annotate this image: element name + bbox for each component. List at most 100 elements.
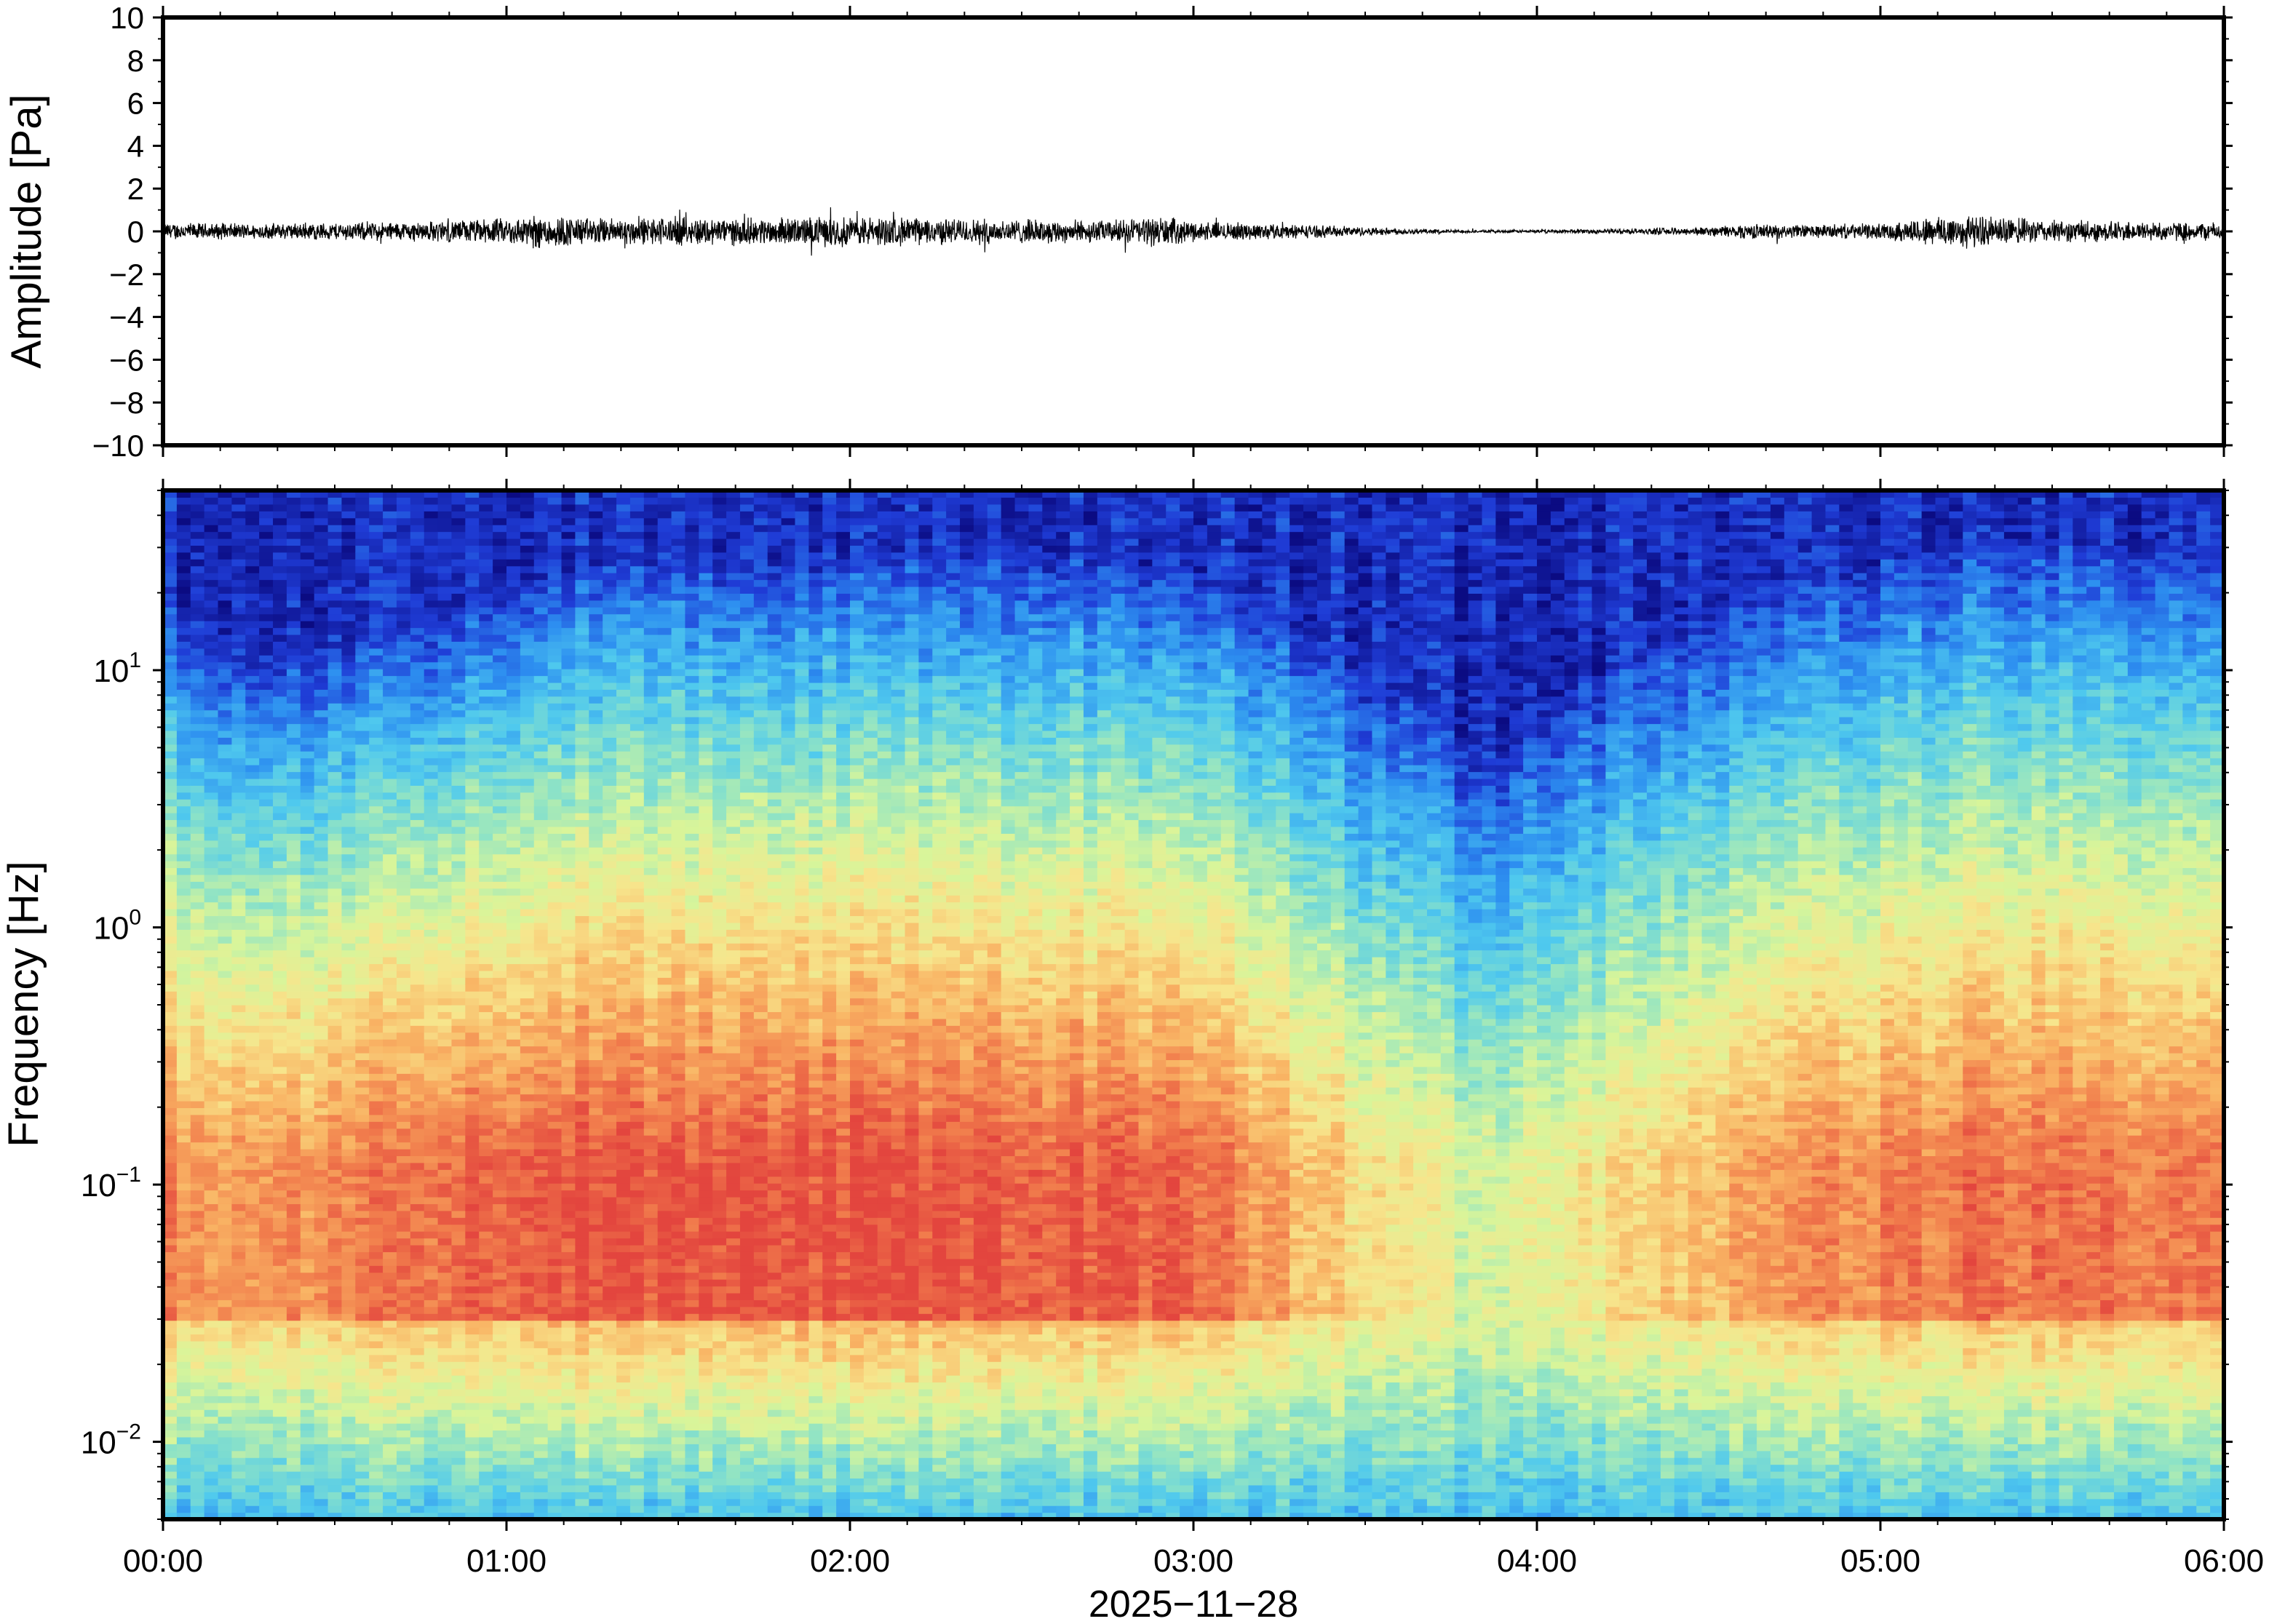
spectrogram-cell	[355, 1272, 370, 1280]
spectrogram-cell	[547, 1066, 563, 1074]
spectrogram-cell	[493, 1450, 507, 1458]
spectrogram-cell	[506, 1484, 521, 1492]
spectrogram-cell	[479, 1032, 493, 1040]
spectrogram-cell	[273, 1032, 287, 1040]
spectrogram-cell	[479, 517, 493, 525]
spectrogram-cell	[327, 1066, 343, 1074]
spectrogram-cell	[506, 579, 521, 587]
spectrogram-cell	[533, 1340, 549, 1348]
spectrogram-cell	[479, 819, 493, 827]
spectrogram-cell	[218, 661, 232, 669]
spectrogram-cell	[451, 1416, 466, 1424]
spectrogram-cell	[603, 1162, 617, 1170]
spectrogram-cell	[204, 1039, 219, 1047]
spectrogram-cell	[369, 545, 384, 553]
spectrogram-cell	[314, 853, 329, 861]
spectrogram-cell	[190, 1354, 205, 1362]
spectrogram-cell	[369, 909, 384, 917]
spectrogram-cell	[231, 621, 246, 629]
spectrogram-cell	[589, 1272, 603, 1280]
spectrogram-cell	[437, 593, 453, 601]
spectrogram-cell	[176, 909, 191, 917]
spectrogram-cell	[314, 1396, 329, 1404]
spectrogram-cell	[396, 1244, 411, 1252]
spectrogram-cell	[589, 1368, 603, 1376]
spectrogram-cell	[493, 1196, 507, 1204]
spectrogram-cell	[176, 593, 191, 601]
spectrogram-cell	[259, 1183, 274, 1191]
spectrogram-cell	[451, 1176, 466, 1184]
spectrogram-cell	[300, 1299, 315, 1307]
spectrogram-cell	[273, 1059, 287, 1067]
spectrogram-cell	[355, 1114, 370, 1122]
spectrogram-cell	[410, 1498, 425, 1506]
spectrogram-cell	[547, 826, 563, 834]
spectrogram-cell	[575, 1320, 589, 1328]
spectrogram-cell	[396, 1423, 411, 1431]
spectrogram-cell	[327, 998, 343, 1006]
spectrogram-cell	[231, 1059, 246, 1067]
spectrogram-cell	[245, 1279, 260, 1287]
spectrogram-cell	[465, 1135, 480, 1143]
spectrogram-cell	[437, 970, 453, 978]
spectrogram-cell	[341, 1005, 356, 1013]
spectrogram-cell	[589, 833, 603, 841]
spectrogram-cell	[204, 1388, 219, 1396]
spectrogram-cell	[561, 1244, 576, 1252]
spectrogram-cell	[369, 799, 384, 807]
spectrogram-cell	[327, 689, 343, 697]
spectrogram-cell	[465, 881, 480, 889]
spectrogram-cell	[575, 1190, 589, 1198]
spectrogram-cell	[163, 730, 178, 738]
spectrogram-cell	[520, 1135, 535, 1143]
spectrogram-cell	[273, 1025, 287, 1033]
spectrogram-cell	[355, 950, 370, 958]
spectrogram-cell	[493, 1484, 507, 1492]
spectrogram-cell	[493, 771, 507, 779]
spectrogram-cell	[218, 723, 232, 731]
spectrogram-cell	[341, 1251, 356, 1259]
spectrogram-cell	[218, 1265, 232, 1273]
spectrogram-cell	[520, 963, 535, 971]
spectrogram-cell	[176, 497, 191, 505]
spectrogram-cell	[218, 1258, 232, 1266]
spectrogram-cell	[533, 929, 549, 937]
spectrogram-cell	[520, 1114, 535, 1122]
spectrogram-cell	[327, 984, 343, 992]
spectrogram-cell	[493, 1025, 507, 1033]
spectrogram-cell	[190, 1128, 205, 1136]
spectrogram-cell	[341, 1155, 356, 1163]
spectrogram-cell	[506, 1094, 521, 1102]
spectrogram-cell	[561, 1299, 576, 1307]
spectrogram-cell	[355, 1032, 370, 1040]
spectrogram-cell	[259, 1444, 274, 1452]
spectrogram-cell	[327, 565, 343, 573]
spectrogram-cell	[424, 1375, 439, 1383]
spectrogram-cell	[410, 573, 425, 581]
spectrogram-cell	[506, 607, 521, 615]
spectrogram-cell	[451, 621, 466, 629]
spectrogram-cell	[259, 765, 274, 773]
spectrogram-cell	[451, 1210, 466, 1218]
spectrogram-cell	[163, 648, 178, 656]
spectrogram-cell	[231, 881, 246, 889]
spectrogram-cell	[424, 1327, 439, 1335]
spectrogram-cell	[190, 1203, 205, 1211]
spectrogram-cell	[286, 696, 301, 704]
spectrogram-cell	[465, 1176, 480, 1184]
spectrogram-cell	[286, 1114, 301, 1122]
spectrogram-cell	[314, 1114, 329, 1122]
spectrogram-cell	[286, 765, 301, 773]
spectrogram-cell	[479, 641, 493, 649]
spectrogram-cell	[355, 751, 370, 759]
spectrogram-cell	[314, 799, 329, 807]
spectrogram-cell	[575, 874, 589, 882]
spectrogram-cell	[204, 1011, 219, 1019]
spectrogram-cell	[533, 723, 549, 731]
spectrogram-cell	[259, 1224, 274, 1232]
spectrogram-cell	[176, 1340, 191, 1348]
spectrogram-cell	[547, 1492, 563, 1500]
spectrogram-cell	[383, 1025, 397, 1033]
spectrogram-cell	[493, 909, 507, 917]
spectrogram-cell	[533, 1498, 549, 1506]
